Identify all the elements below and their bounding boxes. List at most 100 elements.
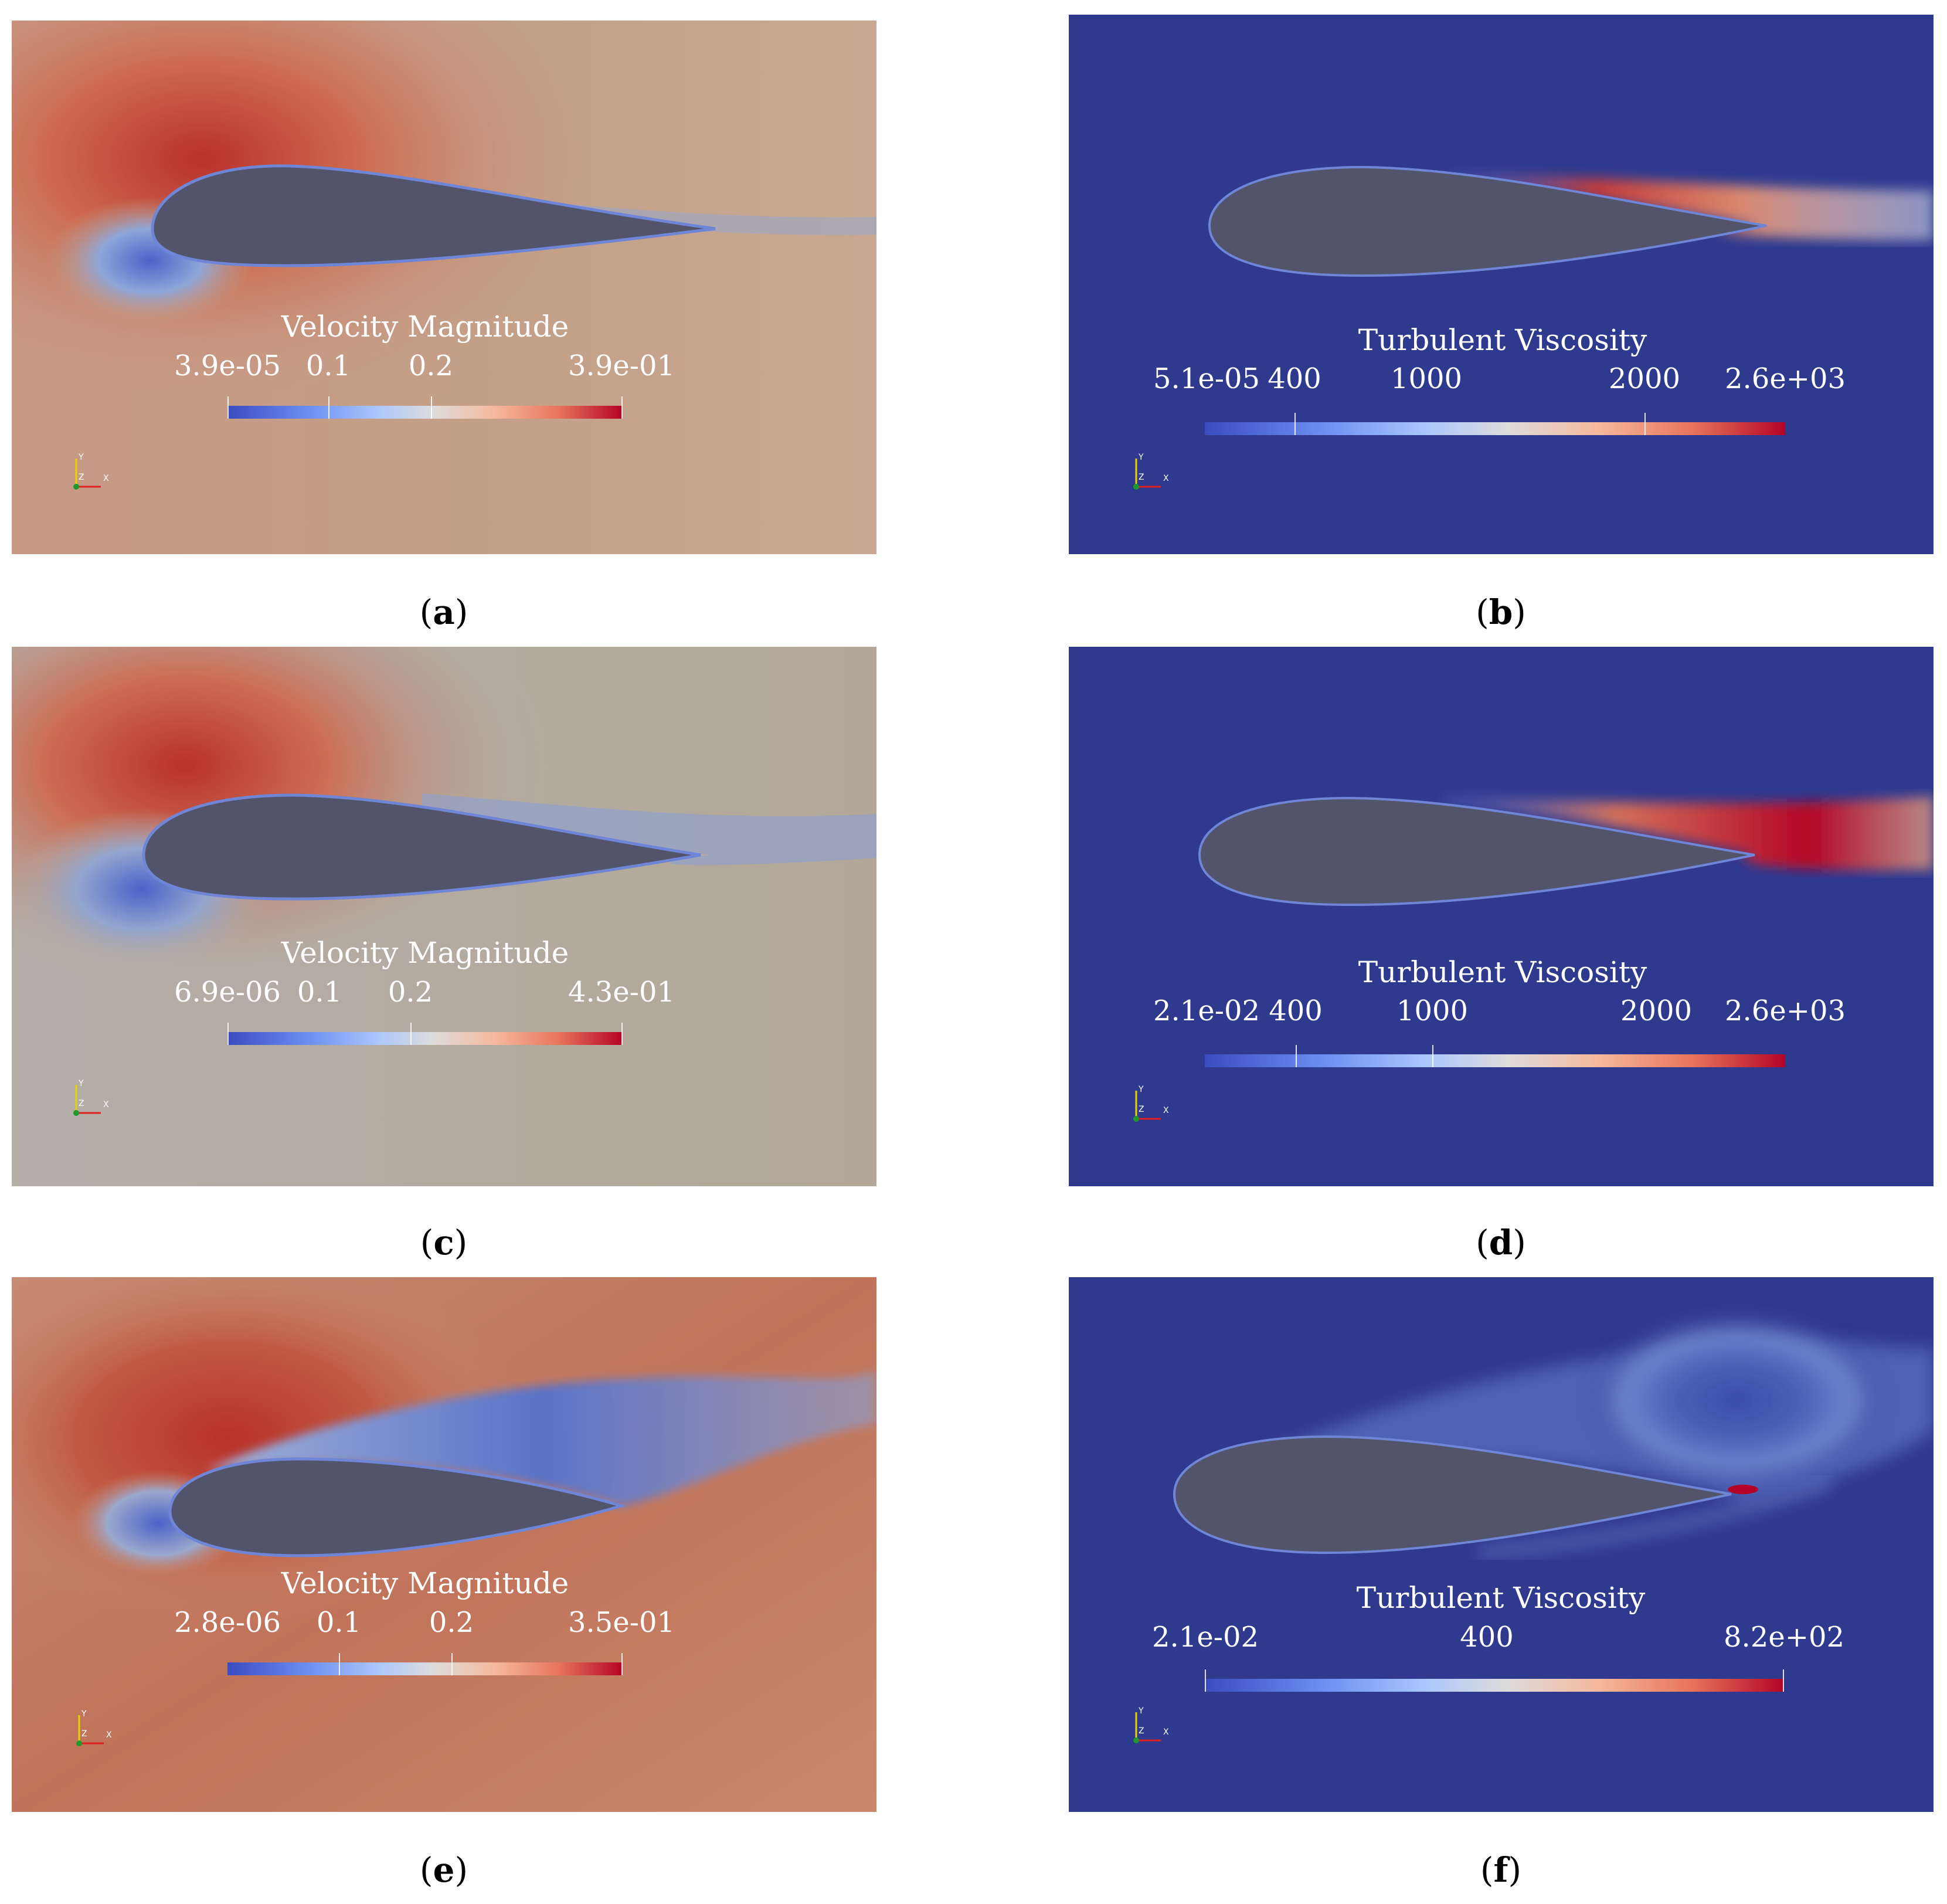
axis-x-label: X xyxy=(106,1730,112,1740)
caption-a: (a) xyxy=(419,592,468,632)
airfoil-shape xyxy=(151,164,716,267)
colorbar-title: Velocity Magnitude xyxy=(281,1566,569,1600)
panel-f-viscosity: Turbulent Viscosity 2.1e-02 400 8.2e+02 … xyxy=(1069,1277,1934,1812)
orientation-axes-icon: Y Z X xyxy=(73,1079,109,1116)
colorbar-tick-label: 3.9e-05 xyxy=(174,349,281,382)
colorbar-tick-label: 2.6e+03 xyxy=(1724,362,1846,395)
orientation-axes-icon: Y Z X xyxy=(1133,453,1169,490)
colorbar-tick-label: 400 xyxy=(1460,1621,1514,1654)
colorbar-tick-label: 6.9e-06 xyxy=(174,976,281,1009)
caption-d: (d) xyxy=(1476,1223,1526,1262)
caption-e: (e) xyxy=(419,1850,468,1890)
panel-a-velocity: Velocity Magnitude 3.9e-05 0.1 0.2 3.9e-… xyxy=(12,21,876,554)
caption-f: (f) xyxy=(1480,1850,1522,1890)
colorbar-tick-mark xyxy=(339,1653,340,1675)
colorbar-tick-label: 3.9e-01 xyxy=(568,349,675,382)
colorbar-tick-mark xyxy=(621,396,623,419)
colorbar-tick-mark xyxy=(1294,413,1296,435)
axis-z-label: Z xyxy=(1139,1105,1144,1114)
colorbar-tick-mark xyxy=(1296,1045,1297,1067)
airfoil-shape xyxy=(142,793,701,901)
axis-y-label: Y xyxy=(81,1709,87,1719)
colorbar-tick-mark xyxy=(621,1023,623,1045)
caption-c: (c) xyxy=(420,1223,468,1262)
colorbar-tick-label: 1000 xyxy=(1390,362,1463,395)
axis-y-label: Y xyxy=(78,453,84,462)
colorbar-tick-label: 3.5e-01 xyxy=(568,1606,675,1639)
orientation-axes-icon: Y Z X xyxy=(1133,1706,1169,1743)
colorbar-tick-label: 5.1e-05 xyxy=(1153,362,1260,395)
colorbar-tick-label: 2.1e-02 xyxy=(1151,1621,1259,1654)
colorbar-tick-mark xyxy=(431,396,432,419)
colorbar xyxy=(1205,1054,1785,1067)
axis-y-label: Y xyxy=(1138,1085,1144,1094)
colorbar-tick-mark xyxy=(227,1023,229,1045)
colorbar xyxy=(1205,1679,1784,1692)
colorbar-tick-label: 2.1e-02 xyxy=(1153,995,1260,1027)
axis-z-label: Z xyxy=(1139,473,1144,482)
colorbar-tick-mark xyxy=(621,1653,623,1675)
velocity-field-a xyxy=(12,21,876,554)
axis-y-label: Y xyxy=(1138,453,1144,462)
colorbar-tick-label: 400 xyxy=(1268,362,1321,395)
colorbar-tick-label: 2000 xyxy=(1608,362,1681,395)
colorbar xyxy=(1205,422,1785,435)
panel-d-viscosity: Turbulent Viscosity 2.1e-02 400 1000 200… xyxy=(1069,647,1934,1186)
colorbar-title: Turbulent Viscosity xyxy=(1358,955,1647,989)
axis-z-label: Z xyxy=(1139,1726,1144,1736)
airfoil-shape xyxy=(1208,165,1767,277)
panel-e-velocity: Velocity Magnitude 2.8e-06 0.1 0.2 3.5e-… xyxy=(12,1277,876,1812)
viscosity-field-f xyxy=(1069,1277,1934,1812)
colorbar-tick-label: 0.2 xyxy=(429,1606,474,1639)
colorbar-title: Velocity Magnitude xyxy=(281,310,569,344)
viscosity-field-d xyxy=(1069,647,1934,1186)
axis-x-label: X xyxy=(103,474,109,483)
colorbar-tick-label: 0.2 xyxy=(388,976,433,1009)
colorbar xyxy=(227,1662,622,1675)
colorbar xyxy=(227,1032,622,1045)
axis-x-label: X xyxy=(1163,1727,1169,1737)
viscosity-field-b xyxy=(1069,15,1934,554)
airfoil-shape xyxy=(168,1457,627,1557)
axis-z-label: Z xyxy=(79,1099,84,1108)
axis-z-label: Z xyxy=(81,1729,87,1739)
colorbar-tick-label: 400 xyxy=(1269,995,1323,1027)
colorbar-title: Turbulent Viscosity xyxy=(1358,323,1647,357)
colorbar-tick-mark xyxy=(227,396,229,419)
colorbar-tick-mark xyxy=(410,1023,412,1045)
orientation-axes-icon: Y Z X xyxy=(1133,1085,1169,1122)
orientation-axes-icon: Y Z X xyxy=(76,1709,112,1746)
orientation-axes-icon: Y Z X xyxy=(73,453,109,490)
colorbar-tick-label: 2.6e+03 xyxy=(1724,995,1846,1027)
colorbar-tick-mark xyxy=(1205,1669,1206,1692)
velocity-field-c xyxy=(12,647,876,1186)
colorbar-tick-label: 0.1 xyxy=(297,976,342,1009)
velocity-field-e xyxy=(12,1277,876,1812)
axis-x-label: X xyxy=(103,1100,109,1109)
colorbar-tick-mark xyxy=(1783,1669,1784,1692)
colorbar-tick-mark xyxy=(1644,413,1646,435)
axis-z-label: Z xyxy=(79,473,84,482)
colorbar-tick-label: 1000 xyxy=(1396,995,1469,1027)
colorbar-title: Turbulent Viscosity xyxy=(1356,1581,1646,1615)
colorbar-title: Velocity Magnitude xyxy=(281,936,569,970)
airfoil-shape xyxy=(1198,796,1755,907)
colorbar xyxy=(227,406,622,419)
colorbar-tick-label: 0.2 xyxy=(408,349,454,382)
panel-b-viscosity: Turbulent Viscosity 5.1e-05 400 1000 200… xyxy=(1069,15,1934,554)
colorbar-tick-mark xyxy=(1432,1045,1433,1067)
colorbar-tick-label: 2000 xyxy=(1620,995,1693,1027)
caption-b: (b) xyxy=(1476,592,1526,632)
colorbar-tick-label: 2.8e-06 xyxy=(174,1606,281,1639)
axis-x-label: X xyxy=(1163,1106,1169,1115)
colorbar-tick-label: 8.2e+02 xyxy=(1723,1621,1845,1654)
colorbar-tick-label: 0.1 xyxy=(316,1606,362,1639)
axis-y-label: Y xyxy=(1138,1706,1144,1716)
airfoil-shape xyxy=(1173,1435,1732,1555)
colorbar-tick-mark xyxy=(451,1653,453,1675)
colorbar-tick-label: 0.1 xyxy=(305,349,351,382)
axis-x-label: X xyxy=(1163,474,1169,483)
panel-c-velocity: Velocity Magnitude 6.9e-06 0.1 0.2 4.3e-… xyxy=(12,647,876,1186)
colorbar-tick-label: 4.3e-01 xyxy=(568,976,675,1009)
axis-y-label: Y xyxy=(78,1079,84,1088)
